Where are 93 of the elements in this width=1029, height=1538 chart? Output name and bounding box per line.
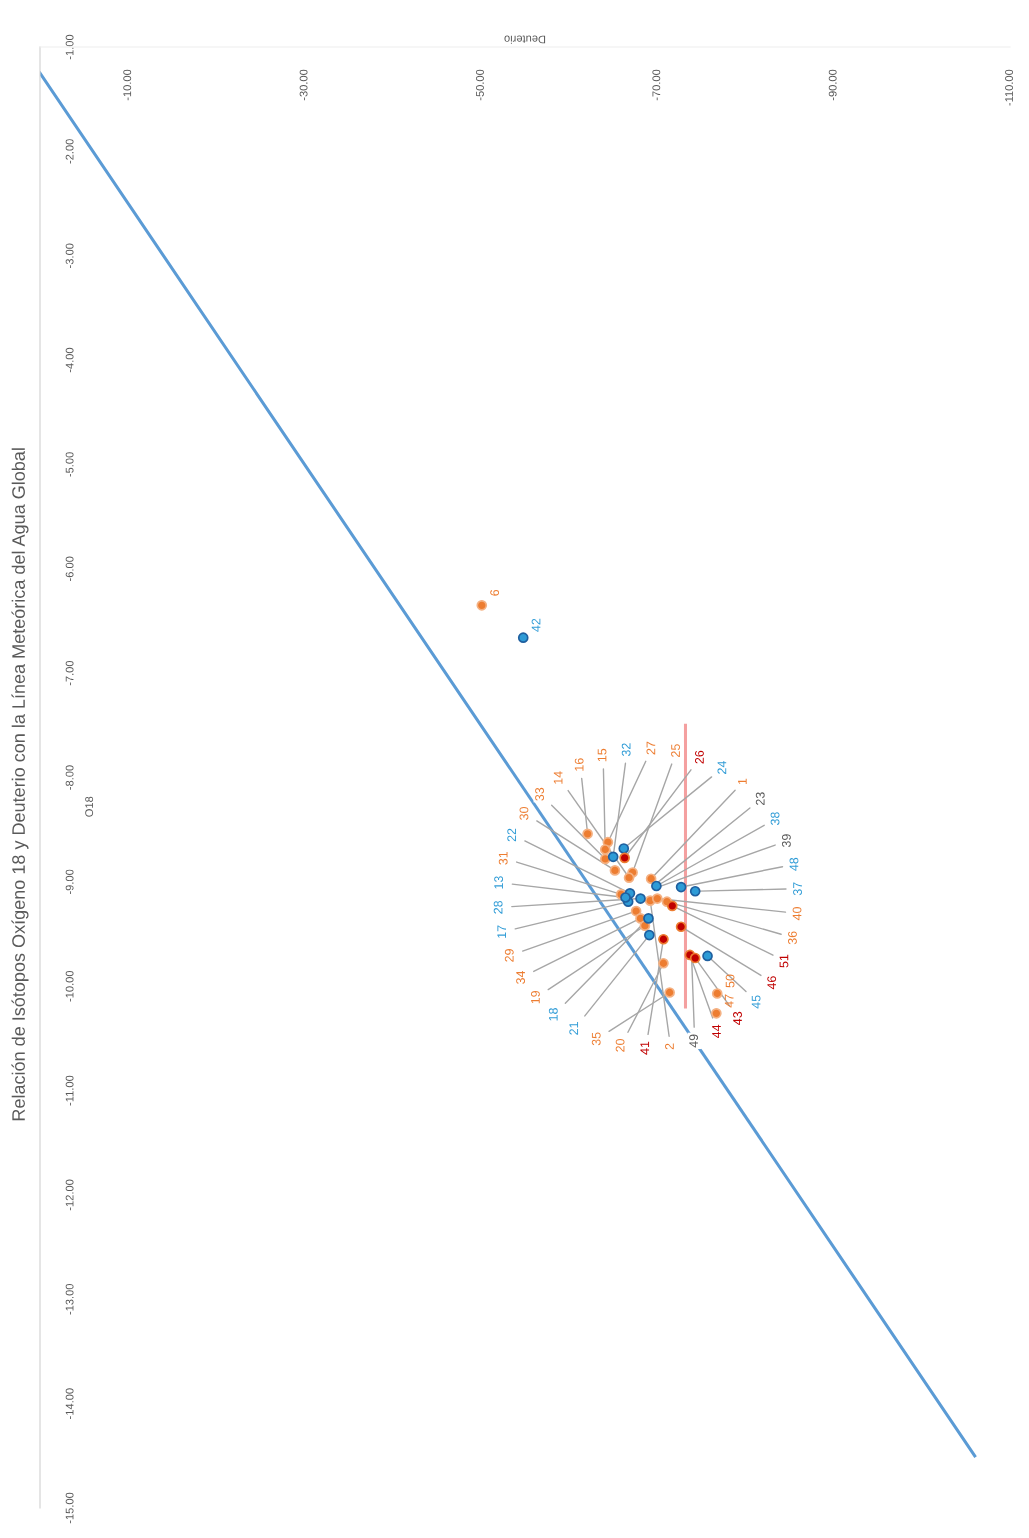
annotation: 45 bbox=[751, 995, 761, 1009]
x-tick-label: -30.00 bbox=[299, 69, 308, 101]
x-tick-label: -110.00 bbox=[1005, 69, 1013, 106]
annotation: 48 bbox=[789, 857, 799, 871]
point bbox=[664, 987, 675, 998]
y-tick-label: -11.00 bbox=[65, 1075, 74, 1106]
y-tick-label: -4.00 bbox=[65, 347, 74, 373]
point bbox=[711, 988, 723, 999]
annotation: 20 bbox=[615, 1038, 625, 1052]
annotation: 51 bbox=[779, 954, 789, 968]
point bbox=[689, 885, 701, 897]
annotation: 37 bbox=[793, 882, 802, 896]
annotation: 31 bbox=[498, 851, 508, 865]
annotation: 25 bbox=[671, 744, 680, 757]
annotation: 2 bbox=[665, 1043, 674, 1050]
point bbox=[645, 873, 657, 885]
text: Relación de Isótopos Oxígeno 18 y Deuterio con la Línea Meteórica del Agua Global bbox=[11, 448, 29, 1121]
y-tick-label: -6.00 bbox=[65, 556, 74, 581]
point bbox=[643, 913, 654, 924]
point bbox=[609, 865, 621, 876]
annotation: 16 bbox=[574, 758, 584, 771]
point bbox=[675, 921, 687, 933]
point bbox=[635, 893, 646, 904]
annotation: 36 bbox=[788, 931, 797, 945]
point bbox=[651, 880, 662, 892]
y-tick-label: -3.00 bbox=[65, 243, 74, 268]
y-tick-label: -5.00 bbox=[65, 452, 74, 477]
annotation: 22 bbox=[507, 828, 517, 842]
annotation: 24 bbox=[717, 761, 727, 774]
annotation: 15 bbox=[597, 748, 607, 762]
annotation: 14 bbox=[553, 771, 563, 784]
point bbox=[620, 892, 631, 903]
x-tick-label: -50.00 bbox=[476, 69, 484, 101]
annotation: 18 bbox=[548, 1008, 558, 1021]
x-tick-label: -10.00 bbox=[123, 69, 132, 101]
y-tick-label: -7.00 bbox=[65, 660, 74, 686]
y-tick-label: -12.00 bbox=[65, 1179, 74, 1211]
annotation: 44 bbox=[712, 1024, 721, 1039]
annotation: 13 bbox=[494, 876, 504, 889]
annotation: 33 bbox=[535, 787, 544, 801]
y-tick-label: -13.00 bbox=[65, 1283, 74, 1315]
annotation: 35 bbox=[591, 1032, 601, 1046]
annotation: 41 bbox=[640, 1041, 650, 1055]
point bbox=[644, 929, 655, 941]
annotation: 6 bbox=[490, 589, 500, 596]
point bbox=[476, 599, 488, 611]
annotation: 23 bbox=[755, 792, 765, 806]
annotation: 19 bbox=[530, 990, 540, 1004]
point bbox=[702, 950, 713, 962]
point bbox=[599, 844, 611, 855]
annotation: 42 bbox=[531, 618, 541, 632]
y-tick-label: -9.00 bbox=[65, 869, 74, 895]
annotation: 32 bbox=[621, 743, 631, 757]
point bbox=[666, 900, 678, 912]
annotation: 43 bbox=[733, 1011, 742, 1025]
y-tick-label: -8.00 bbox=[65, 765, 74, 790]
point bbox=[658, 957, 669, 969]
x-axis-title: Deuterio bbox=[504, 35, 546, 44]
annotation: 46 bbox=[767, 976, 777, 990]
annotation: 47 bbox=[724, 994, 734, 1008]
annotation: 28 bbox=[493, 900, 503, 914]
annotation: 39 bbox=[781, 834, 791, 848]
annotation: 30 bbox=[519, 806, 529, 820]
annotation: 21 bbox=[569, 1022, 579, 1035]
annotation: 17 bbox=[497, 925, 506, 938]
point bbox=[623, 872, 635, 884]
annotation: 29 bbox=[504, 949, 514, 962]
annotation: 27 bbox=[646, 741, 656, 755]
annotation: 38 bbox=[770, 812, 780, 826]
point bbox=[607, 851, 619, 863]
point bbox=[618, 843, 630, 854]
point bbox=[517, 632, 529, 643]
annotation: 40 bbox=[792, 907, 802, 921]
annotation: 1 bbox=[738, 778, 747, 785]
y-axis-title: O18 bbox=[85, 796, 94, 817]
point bbox=[711, 1008, 722, 1019]
annotation: 50 bbox=[725, 974, 735, 988]
y-tick-label: -2.00 bbox=[65, 139, 74, 164]
point bbox=[675, 881, 687, 893]
y-tick-label: -14.00 bbox=[65, 1388, 74, 1419]
point bbox=[619, 852, 630, 864]
point bbox=[658, 933, 669, 945]
point bbox=[689, 952, 701, 964]
point bbox=[582, 828, 593, 840]
y-tick-label: -1.00 bbox=[65, 34, 74, 60]
annotation: 49 bbox=[689, 1034, 699, 1048]
y-tick-label: -15.00 bbox=[65, 1492, 74, 1524]
x-tick-label: -70.00 bbox=[652, 69, 661, 101]
annotation: 26 bbox=[695, 750, 704, 764]
y-tick-label: -10.00 bbox=[65, 970, 74, 1002]
point bbox=[651, 893, 663, 904]
annotation: 34 bbox=[516, 970, 526, 984]
x-tick-label: -90.00 bbox=[828, 69, 837, 101]
